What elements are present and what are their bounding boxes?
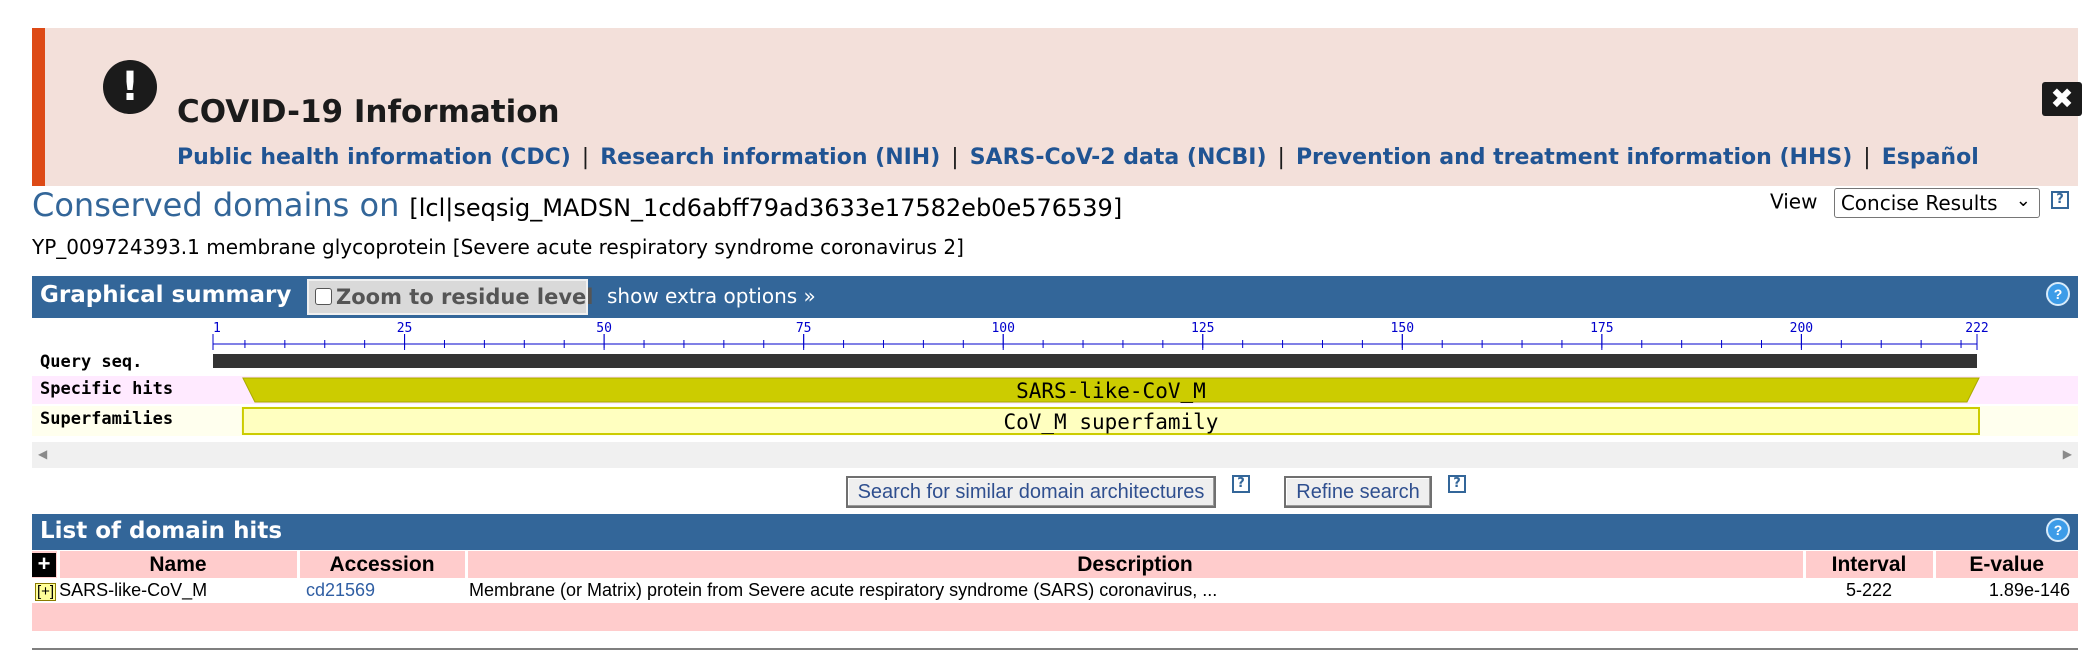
specific-hit-shape[interactable] — [242, 377, 1980, 403]
help-icon[interactable]: ? — [2046, 518, 2070, 542]
horizontal-scrollbar[interactable]: ◀ ▶ — [32, 442, 2078, 468]
specific-hit[interactable]: SARS-like-CoV_M — [242, 377, 1980, 403]
view-selected-value: Concise Results — [1840, 191, 1998, 215]
ruler-tick-label: 175 — [1590, 321, 1613, 336]
cell-description: Membrane (or Matrix) protein from Severe… — [466, 578, 1804, 603]
row-label-query: Query seq. — [40, 352, 142, 372]
view-help-icon[interactable]: ? — [2051, 191, 2069, 209]
refine-search-help-icon[interactable]: ? — [1448, 475, 1466, 493]
covid-banner: ! COVID-19 Information Public health inf… — [32, 28, 2082, 186]
link-separator: | — [1863, 145, 1871, 170]
show-extra-options-link[interactable]: show extra options » — [607, 284, 816, 308]
table-spacer-row — [32, 603, 2078, 631]
view-control: View Concise Results ⌄ — [1770, 188, 2040, 218]
specific-hit-label: SARS-like-CoV_M — [1016, 379, 1206, 403]
chevron-down-icon: ⌄ — [2015, 190, 2031, 211]
close-icon[interactable]: ✖ — [2042, 82, 2082, 116]
query-description: YP_009724393.1 membrane glycoprotein [Se… — [32, 235, 964, 259]
link-separator: | — [581, 145, 590, 170]
ruler-tick-label: 150 — [1391, 321, 1414, 336]
ruler-tick-label: 222 — [1965, 321, 1988, 336]
col-interval[interactable]: Interval — [1804, 551, 1936, 578]
domain-graphic: Query seq. Specific hits Superfamilies 1… — [32, 320, 2078, 442]
checkbox-icon[interactable] — [315, 288, 332, 305]
domain-hits-header: List of domain hits ? — [32, 514, 2078, 550]
col-evalue[interactable]: E-value — [1934, 551, 2078, 578]
col-name[interactable]: Name — [58, 551, 300, 578]
refine-search-button[interactable]: Refine search — [1284, 476, 1432, 508]
superfamily-hit-label: CoV_M superfamily — [1003, 410, 1218, 434]
col-description[interactable]: Description — [466, 551, 1806, 578]
query-id: [lcl|seqsig_MADSN_1cd6abff79ad3633e17582… — [409, 194, 1123, 222]
ruler-tick-label: 1 — [213, 321, 221, 336]
view-label: View — [1770, 189, 1818, 214]
help-icon[interactable]: ? — [2046, 282, 2070, 306]
search-similar-architectures-button[interactable]: Search for similar domain architectures — [846, 476, 1216, 508]
link-separator: | — [1277, 145, 1285, 170]
scroll-right-icon[interactable]: ▶ — [2062, 447, 2072, 461]
ruler-tick-label: 25 — [397, 321, 413, 336]
accession-link[interactable]: cd21569 — [306, 580, 376, 600]
link-espanol[interactable]: Español — [1881, 145, 1979, 170]
cell-evalue: 1.89e-146 — [1934, 578, 2078, 603]
zoom-checkbox[interactable]: Zoom to residue level — [307, 279, 593, 315]
expand-all-cell: + — [32, 551, 60, 578]
domain-graphic-svg: Query seq. Specific hits Superfamilies 1… — [32, 321, 2078, 436]
graphical-summary-header: Graphical summary Zoom to residue level … — [32, 276, 2078, 318]
table-header-row: + Name Accession Description Interval E-… — [32, 551, 2078, 578]
query-sequence-bar — [213, 354, 1977, 368]
expand-all-icon[interactable]: + — [32, 552, 56, 577]
cell-interval: 5-222 — [1804, 578, 1934, 603]
ruler: 1 25 50 75 100 125 150 175 200 222 — [212, 321, 1989, 350]
link-cdc[interactable]: Public health information (CDC) — [177, 145, 571, 170]
view-select[interactable]: Concise Results ⌄ — [1833, 188, 2040, 218]
spacer-cell — [32, 603, 2078, 631]
link-ncbi[interactable]: SARS-CoV-2 data (NCBI) — [969, 145, 1267, 170]
hit-name: SARS-like-CoV_M — [59, 580, 208, 600]
ruler-tick-label: 125 — [1191, 321, 1214, 336]
row-label-superfamilies: Superfamilies — [40, 409, 173, 429]
link-separator: | — [951, 145, 959, 170]
superfamily-hit-shape[interactable] — [241, 407, 1980, 435]
row-label-specific: Specific hits — [40, 379, 173, 399]
ruler-tick-label: 200 — [1790, 321, 1813, 336]
domain-hits-table: + Name Accession Description Interval E-… — [32, 551, 2078, 631]
page-title-text: Conserved domains on — [32, 186, 400, 224]
link-hhs[interactable]: Prevention and treatment information (HH… — [1295, 145, 1853, 170]
alert-icon: ! — [103, 60, 157, 114]
ruler-tick-label: 50 — [596, 321, 612, 336]
banner-title: COVID-19 Information — [177, 94, 560, 130]
banner-links: Public health information (CDC) | Research… — [177, 145, 1979, 170]
table-row: [+] SARS-like-CoV_M cd21569 Membrane (or … — [32, 578, 2078, 603]
cell-accession: cd21569 — [298, 578, 466, 603]
link-nih[interactable]: Research information (NIH) — [600, 145, 941, 170]
page-title: Conserved domains on [lcl|seqsig_MADSN_1c… — [32, 186, 1122, 224]
divider — [32, 648, 2078, 650]
zoom-label: Zoom to residue level — [336, 285, 594, 309]
search-similar-help-icon[interactable]: ? — [1232, 475, 1250, 493]
expand-row-icon[interactable]: [+] — [35, 583, 57, 601]
cell-name: [+] SARS-like-CoV_M — [32, 578, 298, 603]
col-accession[interactable]: Accession — [298, 551, 468, 578]
domain-hits-title: List of domain hits — [40, 518, 283, 544]
superfamily-hit[interactable]: CoV_M superfamily — [241, 407, 1980, 435]
ruler-tick-label: 75 — [796, 321, 812, 336]
ruler-tick-label: 100 — [991, 321, 1014, 336]
scroll-left-icon[interactable]: ◀ — [38, 447, 48, 461]
graphical-summary-title: Graphical summary — [40, 282, 292, 308]
